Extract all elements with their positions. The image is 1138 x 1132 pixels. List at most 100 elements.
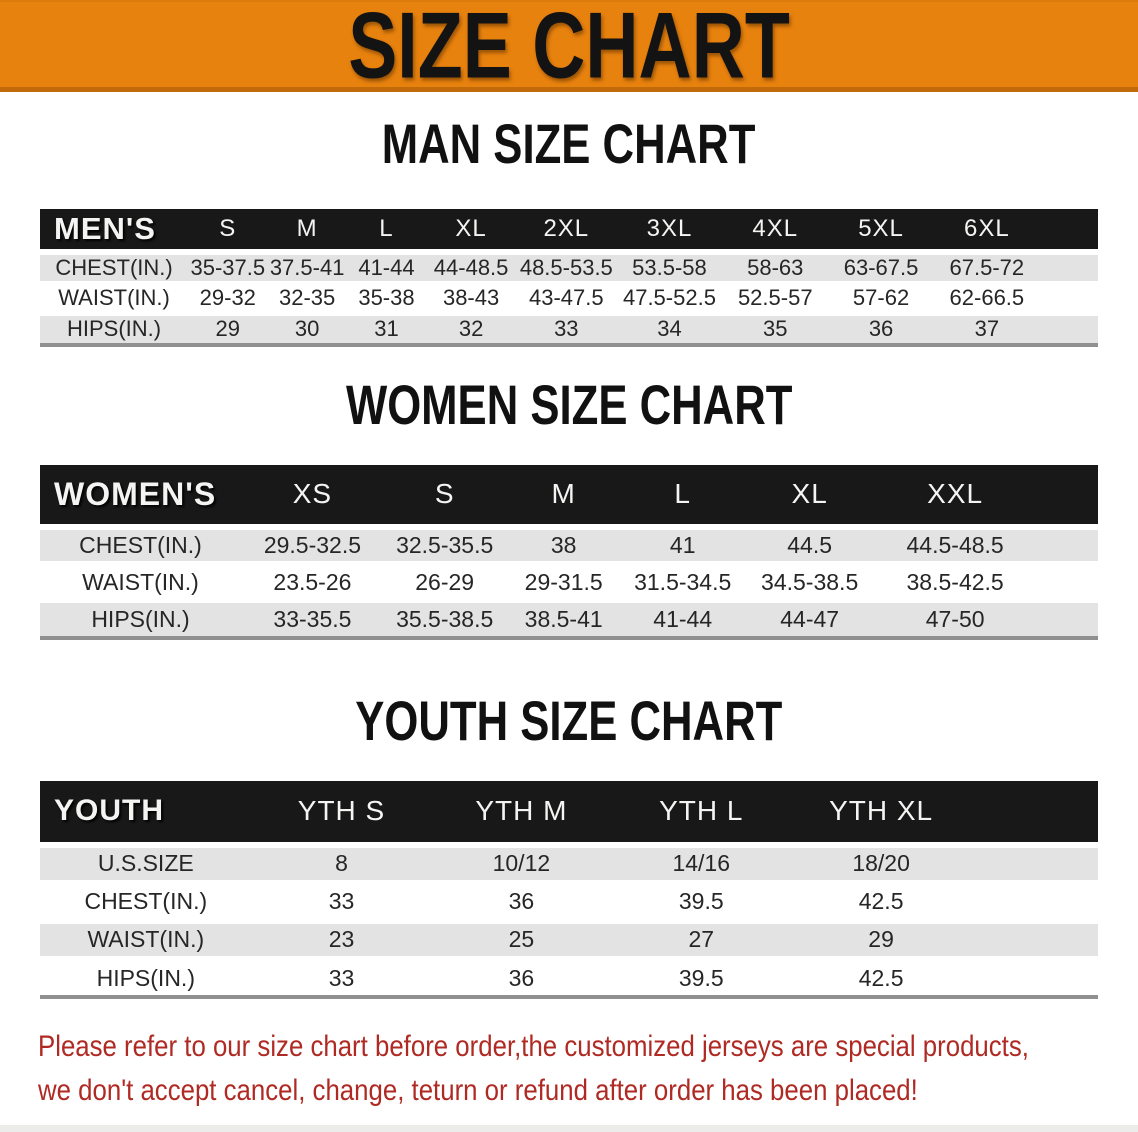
measurement-value: 47.5-52.5: [616, 282, 723, 316]
measurement-value: 29-32: [188, 282, 268, 316]
spacer-cell: [971, 958, 1098, 997]
measurement-value: 30: [267, 313, 347, 345]
measurement-row: CHEST(IN.) 35-37.5 37.5-41 41-44 44-48.5 48.5…: [40, 251, 1098, 285]
measurement-label: CHEST(IN.): [40, 882, 252, 924]
measurement-value: 33: [251, 958, 432, 997]
measurement-value: 44.5: [743, 526, 876, 566]
measurement-value: 10/12: [431, 844, 612, 886]
measurement-value: 39.5: [611, 958, 792, 997]
measurement-value: 33: [516, 313, 617, 345]
size-column-header: 4XL: [722, 206, 829, 255]
measurement-value: 41-44: [621, 600, 744, 638]
measurement-value: 31: [346, 313, 427, 345]
table-header-row: WOMEN'S XS S M L XL XXL: [40, 464, 1098, 530]
youth-section-title-text: YOUTH SIZE CHART: [355, 688, 783, 752]
disclaimer-line-1: Please refer to our size chart before or…: [38, 1029, 1029, 1063]
measurement-value: 27: [611, 920, 792, 962]
disclaimer-text: Please refer to our size chart before or…: [38, 1025, 1138, 1113]
measurement-value: 53.5-58: [616, 251, 723, 285]
spacer-cell: [971, 780, 1098, 848]
measurement-value: 44-47: [743, 600, 876, 638]
size-column-header: YTH S: [251, 780, 432, 848]
measurement-value: 47-50: [875, 600, 1035, 638]
measurement-value: 23: [251, 920, 432, 962]
size-column-header: L: [346, 206, 427, 255]
measurement-value: 35-37.5: [188, 251, 268, 285]
measurement-value: 38.5-42.5: [875, 563, 1035, 603]
measurement-value: 58-63: [722, 251, 829, 285]
measurement-value: 31.5-34.5: [621, 563, 744, 603]
measurement-value: 41: [621, 526, 744, 566]
measurement-label: WAIST(IN.): [40, 563, 242, 603]
spacer-cell: [1034, 563, 1098, 603]
measurement-row: HIPS(IN.) 33-35.5 35.5-38.5 38.5-41 41-44 44-…: [40, 600, 1098, 638]
measurement-value: 29: [188, 313, 268, 345]
measurement-value: 39.5: [611, 882, 792, 924]
youth-section-title: YOUTH SIZE CHART: [0, 688, 1138, 759]
measurement-value: 25: [431, 920, 612, 962]
size-column-header: S: [383, 464, 506, 530]
measurement-value: 32.5-35.5: [383, 526, 506, 566]
measurement-value: 62-66.5: [933, 282, 1040, 316]
womens-size-table: WOMEN'S XS S M L XL XXL CHEST(IN.) 29.5-32.5 32.5…: [40, 464, 1098, 640]
measurement-row: WAIST(IN.) 29-32 32-35 35-38 38-43 43-47.5 47.…: [40, 282, 1098, 316]
measurement-label: WAIST(IN.): [40, 920, 252, 962]
size-column-header: XS: [241, 464, 384, 530]
measurement-value: 44.5-48.5: [875, 526, 1035, 566]
spacer-cell: [1039, 313, 1098, 345]
measurement-value: 37.5-41: [267, 251, 347, 285]
measurement-value: 63-67.5: [828, 251, 934, 285]
measurement-label: WAIST(IN.): [40, 282, 189, 316]
spacer-cell: [1034, 526, 1098, 566]
size-column-header: M: [505, 464, 622, 530]
spacer-cell: [1039, 251, 1098, 285]
banner-title: SIZE CHART: [348, 0, 790, 92]
measurement-label: HIPS(IN.): [40, 313, 189, 345]
spacer-cell: [971, 882, 1098, 924]
measurement-label: HIPS(IN.): [40, 600, 242, 638]
spacer-cell: [1039, 282, 1098, 316]
measurement-value: 33: [251, 882, 432, 924]
measurement-value: 36: [431, 882, 612, 924]
measurement-value: 38-43: [426, 282, 517, 316]
spacer-cell: [971, 844, 1098, 886]
measurement-value: 35.5-38.5: [383, 600, 506, 638]
man-section-title: MAN SIZE CHART: [0, 116, 1138, 182]
size-column-header: 5XL: [828, 206, 934, 255]
measurement-row: WAIST(IN.) 23.5-26 26-29 29-31.5 31.5-34.5 34…: [40, 563, 1098, 603]
measurement-value: 36: [431, 958, 612, 997]
spacer-cell: [1034, 464, 1098, 530]
measurement-label: U.S.SIZE: [40, 844, 252, 886]
size-column-header: YTH XL: [791, 780, 972, 848]
size-column-header: L: [621, 464, 744, 530]
size-column-header: M: [267, 206, 347, 255]
size-column-header: YTH L: [611, 780, 792, 848]
size-column-header: S: [188, 206, 268, 255]
measurement-row: HIPS(IN.) 29 30 31 32 33 34 35 36 37: [40, 313, 1098, 345]
size-column-header: YTH M: [431, 780, 612, 848]
measurement-label: CHEST(IN.): [40, 251, 189, 285]
measurement-row: U.S.SIZE 8 10/12 14/16 18/20: [40, 844, 1098, 886]
table-header-row: YOUTH YTH S YTH M YTH L YTH XL: [40, 780, 1098, 848]
measurement-value: 36: [828, 313, 934, 345]
size-column-header: 6XL: [933, 206, 1040, 255]
measurement-value: 33-35.5: [241, 600, 384, 638]
table-group-label: WOMEN'S: [40, 464, 242, 530]
measurement-value: 18/20: [791, 844, 972, 886]
measurement-value: 42.5: [791, 882, 972, 924]
size-column-header: 2XL: [516, 206, 617, 255]
women-section-title: WOMEN SIZE CHART: [0, 376, 1138, 443]
measurement-row: WAIST(IN.) 23 25 27 29: [40, 920, 1098, 962]
measurement-value: 44-48.5: [426, 251, 517, 285]
measurement-value: 67.5-72: [933, 251, 1040, 285]
measurement-value: 38.5-41: [505, 600, 622, 638]
mens-size-table: MEN'S S M L XL 2XL 3XL 4XL 5XL 6XL CHEST(IN.) 35-37…: [40, 206, 1098, 347]
spacer-cell: [1039, 206, 1098, 255]
measurement-value: 57-62: [828, 282, 934, 316]
table-group-label: YOUTH: [40, 780, 252, 848]
table-header-row: MEN'S S M L XL 2XL 3XL 4XL 5XL 6XL: [40, 206, 1098, 255]
youth-size-table: YOUTH YTH S YTH M YTH L YTH XL U.S.SIZE 8 10/12…: [40, 780, 1098, 999]
spacer-cell: [971, 920, 1098, 962]
measurement-value: 32-35: [267, 282, 347, 316]
measurement-value: 42.5: [791, 958, 972, 997]
